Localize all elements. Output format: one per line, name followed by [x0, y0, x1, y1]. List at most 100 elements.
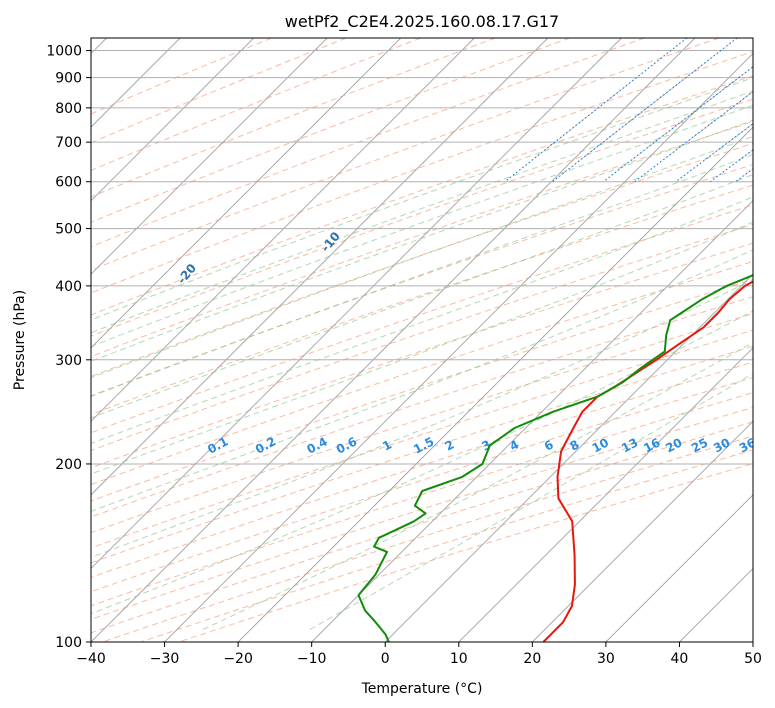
x-tick-label: 10 — [450, 651, 468, 667]
mixing-ratio-label: 13 — [619, 435, 640, 455]
dry-adiabat-line — [91, 38, 645, 248]
mixing-ratio-label: 1.5 — [411, 434, 436, 456]
y-tick-label: 1000 — [46, 44, 82, 60]
mixing-ratio-label: 16 — [641, 435, 662, 455]
mixing-ratio-label: 20 — [663, 435, 684, 455]
moist-adiabat-line — [91, 77, 753, 321]
y-tick-label: 200 — [55, 457, 82, 473]
y-tick-label: 900 — [55, 71, 82, 87]
dry-adiabat-line — [91, 164, 753, 397]
sounding-series — [357, 274, 753, 642]
isotherm-line — [237, 126, 753, 642]
y-tick-label: 400 — [55, 279, 82, 295]
moist-adiabat-line — [91, 90, 753, 334]
pressure-gridlines — [91, 50, 753, 642]
isotherm-line — [752, 641, 753, 642]
dry-adiabat-line — [91, 38, 571, 223]
mixing-ratio-line — [634, 90, 753, 183]
dry-adiabat-line — [91, 376, 753, 593]
dry-adiabat-line — [91, 329, 753, 549]
moist-adiabat-line — [91, 279, 753, 558]
moist-adiabat-line — [91, 135, 753, 379]
x-axis-ticks: −40 −30 −20 −10 0 10 20 30 40 50 — [76, 642, 762, 667]
mixing-ratio-label: 36 — [737, 435, 758, 455]
plot-area: 0.10.20.40.611.52346810131620253036-100-… — [34, 38, 758, 642]
dry-adiabat-line — [91, 50, 753, 294]
isotherm-line — [91, 38, 255, 202]
plot-frame — [90, 37, 754, 643]
moist-adiabat-line — [91, 153, 753, 398]
isotherm-line — [679, 567, 753, 642]
moist-adiabat-line — [91, 249, 753, 512]
mixing-ratio-label: 8 — [568, 437, 582, 453]
mixing-ratio-label: 1 — [380, 437, 394, 453]
moist-adiabat-line — [91, 310, 753, 615]
mixing-ratio-lines — [504, 38, 753, 183]
dry-adiabat-line — [91, 242, 753, 469]
y-tick-label: 600 — [55, 175, 82, 191]
skewed-isotherms — [91, 38, 753, 642]
mixing-ratio-line — [675, 122, 753, 183]
mixing-ratio-label: 25 — [689, 435, 710, 455]
isotherm-line — [91, 38, 696, 642]
y-tick-label: 800 — [55, 101, 82, 117]
y-axis-ticks: 1000 900 800 700 600 500 400 300 200 100 — [46, 44, 91, 651]
dry-adiabat-line — [91, 223, 753, 452]
dry-adiabat-line — [91, 75, 753, 316]
dry-adiabat-line — [91, 296, 753, 518]
isotherm-line — [311, 199, 753, 642]
isotherm-line — [384, 273, 753, 642]
mixing-ratio-line — [735, 168, 753, 183]
dewpoint-profile-line — [357, 274, 753, 642]
dry-adiabat-line — [91, 278, 753, 502]
x-tick-label: −30 — [150, 651, 180, 667]
moist-adiabat-line — [202, 341, 753, 630]
moist-adiabat-line — [91, 221, 753, 475]
isotherm-line — [531, 420, 753, 642]
mixing-ratio-label: 0.6 — [334, 434, 359, 456]
chart-title: wetPf2_C2E4.2025.160.08.17.G17 — [285, 12, 559, 32]
isotherm-line — [605, 494, 753, 642]
dry-adiabat-line — [91, 38, 347, 144]
dry-adiabat-label: -10 — [318, 229, 343, 255]
moist-adiabat-line — [309, 372, 753, 630]
mixing-ratio-label: 0.4 — [304, 434, 329, 456]
temperature-profile-line — [542, 280, 753, 642]
x-tick-label: 50 — [744, 651, 762, 667]
isotherm-line — [91, 38, 402, 349]
dry-adiabat-label: -30 — [34, 294, 59, 320]
y-tick-label: 500 — [55, 222, 82, 238]
isotherm-line — [91, 38, 475, 423]
moist-adiabats — [91, 77, 753, 630]
mixing-ratio-label: 0.2 — [253, 434, 278, 456]
x-tick-label: 40 — [671, 651, 689, 667]
mixing-ratio-label: 0.1 — [205, 434, 230, 456]
y-axis-label: Pressure (hPa) — [12, 290, 28, 390]
moist-adiabat-line — [91, 104, 753, 348]
isotherm-line — [164, 52, 753, 642]
mixing-ratio-line — [602, 66, 753, 183]
y-tick-label: 300 — [55, 353, 82, 369]
dry-adiabat-line — [91, 38, 496, 198]
x-tick-label: −40 — [76, 651, 106, 667]
y-tick-label: 100 — [55, 635, 82, 651]
moist-adiabat-line — [91, 173, 753, 419]
mixing-ratio-label: 6 — [542, 437, 556, 453]
dry-adiabat-label: -20 — [175, 261, 200, 287]
mixing-ratio-label: 10 — [590, 435, 611, 455]
mixing-ratio-line — [552, 38, 738, 183]
dry-adiabat-line — [91, 38, 421, 171]
dry-adiabat-line — [91, 38, 272, 115]
mixing-ratio-line — [504, 38, 688, 183]
mixing-ratio-label: 30 — [711, 435, 732, 455]
moist-adiabat-line — [91, 196, 753, 444]
dry-adiabat-line — [91, 361, 753, 578]
dry-adiabat-line — [91, 184, 753, 416]
isotherm-line — [91, 38, 328, 275]
x-tick-label: −20 — [223, 651, 253, 667]
x-axis-label: Temperature (°C) — [361, 681, 483, 697]
isotherm-line — [458, 347, 753, 642]
x-tick-label: −10 — [297, 651, 327, 667]
x-tick-label: 30 — [597, 651, 615, 667]
